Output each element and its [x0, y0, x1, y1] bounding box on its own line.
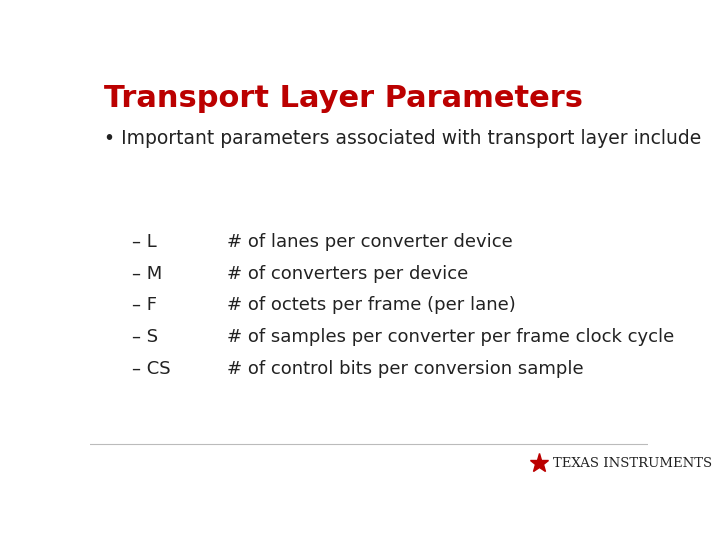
Text: # of samples per converter per frame clock cycle: # of samples per converter per frame clo… — [227, 328, 674, 346]
Text: TEXAS INSTRUMENTS: TEXAS INSTRUMENTS — [553, 457, 712, 470]
Text: – S: – S — [132, 328, 158, 346]
Text: # of lanes per converter device: # of lanes per converter device — [227, 233, 513, 251]
Text: – F: – F — [132, 296, 157, 314]
Text: # of octets per frame (per lane): # of octets per frame (per lane) — [227, 296, 516, 314]
Text: # of converters per device: # of converters per device — [227, 265, 468, 283]
Text: – L: – L — [132, 233, 157, 251]
Text: • Important parameters associated with transport layer include: • Important parameters associated with t… — [104, 129, 701, 149]
Text: – M: – M — [132, 265, 162, 283]
Text: Transport Layer Parameters: Transport Layer Parameters — [104, 84, 583, 112]
Text: # of control bits per conversion sample: # of control bits per conversion sample — [227, 360, 583, 377]
Text: – CS: – CS — [132, 360, 171, 377]
